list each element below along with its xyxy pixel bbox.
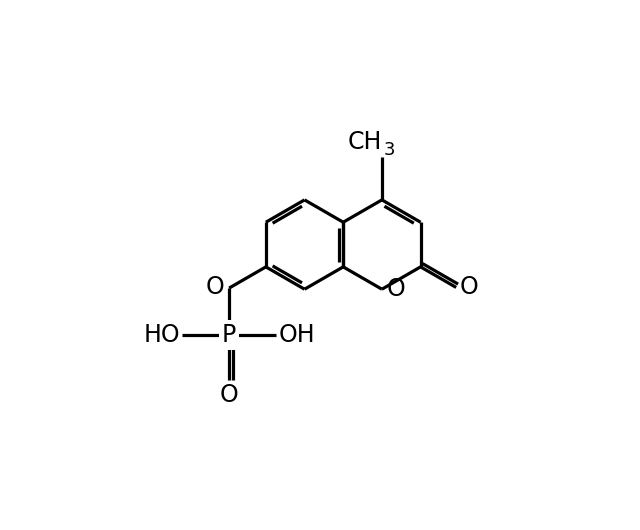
- Text: O: O: [387, 277, 405, 301]
- Text: P: P: [222, 323, 236, 347]
- Text: O: O: [220, 384, 239, 408]
- Text: HO: HO: [143, 323, 180, 347]
- Text: OH: OH: [278, 323, 315, 347]
- Text: CH: CH: [348, 130, 382, 154]
- Text: 3: 3: [383, 141, 395, 159]
- Text: O: O: [460, 276, 479, 299]
- Text: O: O: [205, 275, 225, 299]
